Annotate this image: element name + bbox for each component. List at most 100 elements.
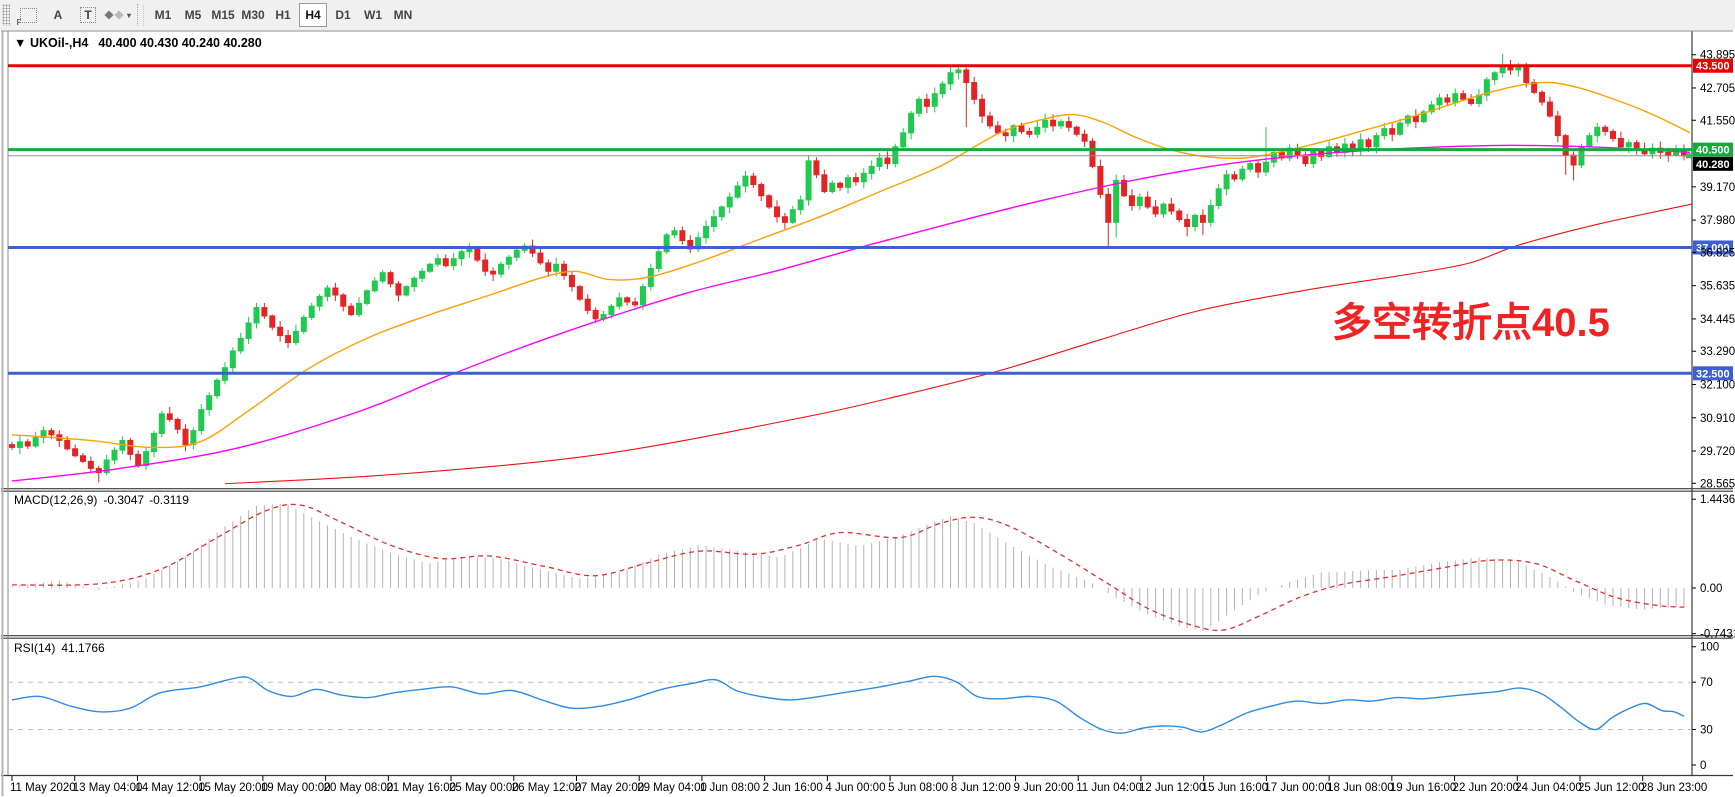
timeframe-button-M15[interactable]: M15: [211, 8, 235, 22]
svg-text:40.280: 40.280: [1696, 159, 1730, 171]
rsi-tick-label: 30: [1700, 725, 1713, 737]
time-tick-label: 29 May 04:00: [637, 782, 707, 794]
timeframe-button-D1[interactable]: D1: [335, 8, 351, 22]
rsi-name: RSI(14): [14, 641, 55, 655]
macd-histogram: [11, 503, 1685, 631]
time-tick-label: 27 May 20:00: [574, 782, 644, 794]
macd-tick-label: 1.4436: [1700, 494, 1735, 506]
main-chart-panel[interactable]: [1, 30, 1733, 796]
price-tick-label: 32.100: [1700, 379, 1735, 391]
svg-text:43.500: 43.500: [1696, 61, 1730, 73]
time-tick-label: 25 May 00:00: [449, 782, 519, 794]
time-tick-label: 14 May 12:00: [135, 782, 205, 794]
timeframe-button-H1[interactable]: H1: [275, 8, 291, 22]
time-tick-label: 11 May 2020: [10, 782, 76, 794]
time-tick-label: 5 Jun 08:00: [888, 782, 948, 794]
timeframe-button-M1[interactable]: M1: [154, 8, 172, 22]
macd-label: MACD(12,26,9) -0.3047 -0.3119: [14, 493, 189, 507]
symbol-period-label: UKOil-,H4: [30, 36, 88, 50]
price-axis[interactable]: 43.500 40.500 40.280 37.000 32.500 43.895 42.7…: [1692, 50, 1735, 491]
svg-text:40.500: 40.500: [1696, 145, 1730, 157]
rsi-tick-label: 0: [1700, 760, 1706, 772]
time-tick-label: 18 Jun 08:00: [1327, 782, 1394, 794]
toolbar-icon-buttons: F A T ▾: [13, 3, 133, 27]
ma-fast-line: [11, 81, 1691, 449]
time-tick-label: 1 Jun 08:00: [700, 782, 760, 794]
ohlc-readout: 40.400 40.430 40.240 40.280: [98, 36, 261, 50]
time-tick-label: 15 Jun 16:00: [1202, 782, 1269, 794]
time-tick-label: 19 Jun 16:00: [1390, 782, 1457, 794]
timeframe-button-M30[interactable]: M30: [241, 8, 265, 22]
price-badge-43.500: 43.500: [1693, 58, 1733, 73]
price-badge-40.280: 40.280: [1693, 156, 1733, 171]
price-tick-label: 29.720: [1700, 446, 1735, 458]
rsi-panel[interactable]: 100 70 30 0: [8, 642, 1719, 772]
timeframe-buttons: M1 M5 M15 M30 H1 H4 D1 W1 MN: [148, 3, 418, 27]
time-tick-label: 17 Jun 00:00: [1264, 782, 1331, 794]
macd-signal-value: -0.3119: [149, 493, 189, 507]
timeframe-button-M5[interactable]: M5: [184, 8, 202, 22]
candlestick-series: [9, 53, 1687, 483]
svg-text:32.500: 32.500: [1696, 368, 1730, 380]
time-tick-label: 20 May 08:00: [324, 782, 394, 794]
time-tick-label: 24 Jun 04:00: [1515, 782, 1582, 794]
time-tick-label: 11 Jun 04:00: [1076, 782, 1142, 794]
rsi-tick-label: 70: [1700, 677, 1713, 689]
price-tick-label: 36.825: [1700, 247, 1735, 259]
toolbar-grip[interactable]: [2, 4, 10, 26]
price-badge-32.500: 32.500: [1693, 366, 1733, 381]
shapes-tool-icon-button[interactable]: ▾: [104, 3, 132, 27]
price-tick-label: 41.550: [1700, 115, 1735, 127]
time-tick-label: 22 Jun 20:00: [1453, 782, 1520, 794]
price-tick-label: 30.910: [1700, 413, 1735, 425]
time-tick-label: 13 May 04:00: [73, 782, 143, 794]
price-tick-label: 35.635: [1700, 281, 1735, 293]
time-tick-label: 28 Jun 23:00: [1641, 782, 1708, 794]
svg-text:37.000: 37.000: [1696, 242, 1730, 254]
rsi-line: [11, 675, 1685, 734]
time-tick-label: 2 Jun 16:00: [763, 782, 823, 794]
time-tick-label: 26 May 12:00: [512, 782, 582, 794]
timeframe-button-H4[interactable]: H4: [299, 3, 328, 27]
price-tick-label: 37.980: [1700, 215, 1735, 227]
time-tick-label: 21 May 16:00: [386, 782, 456, 794]
toolbar: F A T ▾ M1 M5 M15 M30 H1 H4 D1 W1 MN: [0, 0, 1735, 31]
price-badge-40.500: 40.500: [1693, 142, 1733, 157]
macd-name: MACD(12,26,9): [14, 493, 97, 507]
time-tick-label: 15 May 20:00: [198, 782, 268, 794]
price-tick-label: 43.895: [1700, 50, 1735, 62]
ma-slow-line: [224, 203, 1693, 485]
timeframe-button-W1[interactable]: W1: [364, 8, 383, 22]
toolbar-separator: [137, 4, 145, 26]
macd-value: -0.3047: [103, 493, 144, 507]
time-tick-label: 25 Jun 12:00: [1578, 782, 1645, 794]
time-tick-label: 9 Jun 20:00: [1014, 782, 1074, 794]
price-tick-label: 34.445: [1700, 314, 1735, 326]
price-tick-label: 42.705: [1700, 83, 1735, 95]
chart-annotation-text[interactable]: 多空转折点40.5: [1332, 301, 1610, 345]
text-tool-icon-button[interactable]: T: [74, 3, 102, 27]
time-tick-label: 4 Jun 00:00: [825, 782, 885, 794]
price-badge-37.000: 37.000: [1693, 240, 1733, 255]
price-tick-label: 33.290: [1700, 346, 1735, 358]
timeframe-button-MN[interactable]: MN: [393, 8, 413, 22]
chart-title: UKOil-,H4 40.400 40.430 40.240 40.280: [30, 36, 262, 50]
indicator-grid-icon-button[interactable]: F: [14, 3, 42, 27]
collapse-icon[interactable]: ▼: [14, 36, 26, 50]
cursor-a-icon-button[interactable]: A: [53, 8, 63, 22]
price-tick-label: 39.170: [1700, 182, 1735, 194]
price-tick-label: 28.565: [1700, 478, 1735, 490]
time-tick-label: 8 Jun 12:00: [951, 782, 1011, 794]
macd-signal-line: [11, 503, 1685, 632]
rsi-label: RSI(14) 41.1766: [14, 641, 105, 655]
time-tick-label: 19 May 00:00: [261, 782, 331, 794]
rsi-tick-label: 100: [1700, 642, 1719, 654]
time-tick-label: 12 Jun 12:00: [1139, 782, 1206, 794]
rsi-value: 41.1766: [61, 641, 105, 655]
